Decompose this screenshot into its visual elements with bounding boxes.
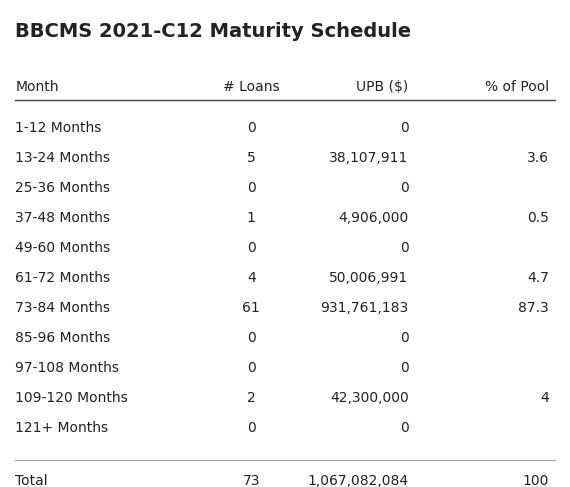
Text: 0: 0 bbox=[247, 361, 256, 375]
Text: 37-48 Months: 37-48 Months bbox=[15, 211, 111, 225]
Text: 42,300,000: 42,300,000 bbox=[330, 391, 409, 405]
Text: 121+ Months: 121+ Months bbox=[15, 421, 108, 435]
Text: 0: 0 bbox=[247, 121, 256, 135]
Text: 1,067,082,084: 1,067,082,084 bbox=[307, 474, 409, 487]
Text: 61-72 Months: 61-72 Months bbox=[15, 271, 111, 285]
Text: 1-12 Months: 1-12 Months bbox=[15, 121, 102, 135]
Text: 0: 0 bbox=[247, 331, 256, 345]
Text: 0: 0 bbox=[247, 421, 256, 435]
Text: 25-36 Months: 25-36 Months bbox=[15, 181, 111, 195]
Text: 13-24 Months: 13-24 Months bbox=[15, 151, 111, 166]
Text: 50,006,991: 50,006,991 bbox=[329, 271, 409, 285]
Text: 931,761,183: 931,761,183 bbox=[320, 301, 409, 315]
Text: Month: Month bbox=[15, 80, 59, 94]
Text: 5: 5 bbox=[247, 151, 256, 166]
Text: 0: 0 bbox=[400, 361, 409, 375]
Text: 0: 0 bbox=[400, 181, 409, 195]
Text: 109-120 Months: 109-120 Months bbox=[15, 391, 128, 405]
Text: 0: 0 bbox=[400, 331, 409, 345]
Text: 2: 2 bbox=[247, 391, 256, 405]
Text: 4: 4 bbox=[247, 271, 256, 285]
Text: 0: 0 bbox=[400, 121, 409, 135]
Text: 3.6: 3.6 bbox=[527, 151, 549, 166]
Text: 4.7: 4.7 bbox=[527, 271, 549, 285]
Text: 85-96 Months: 85-96 Months bbox=[15, 331, 111, 345]
Text: 73: 73 bbox=[243, 474, 260, 487]
Text: 0: 0 bbox=[400, 421, 409, 435]
Text: 100: 100 bbox=[523, 474, 549, 487]
Text: 87.3: 87.3 bbox=[518, 301, 549, 315]
Text: 73-84 Months: 73-84 Months bbox=[15, 301, 111, 315]
Text: UPB ($): UPB ($) bbox=[356, 80, 409, 94]
Text: 38,107,911: 38,107,911 bbox=[329, 151, 409, 166]
Text: 4,906,000: 4,906,000 bbox=[339, 211, 409, 225]
Text: 49-60 Months: 49-60 Months bbox=[15, 241, 111, 255]
Text: 0.5: 0.5 bbox=[527, 211, 549, 225]
Text: 61: 61 bbox=[242, 301, 260, 315]
Text: % of Pool: % of Pool bbox=[485, 80, 549, 94]
Text: BBCMS 2021-C12 Maturity Schedule: BBCMS 2021-C12 Maturity Schedule bbox=[15, 22, 412, 41]
Text: 97-108 Months: 97-108 Months bbox=[15, 361, 119, 375]
Text: 0: 0 bbox=[247, 241, 256, 255]
Text: 4: 4 bbox=[540, 391, 549, 405]
Text: 0: 0 bbox=[400, 241, 409, 255]
Text: Total: Total bbox=[15, 474, 48, 487]
Text: # Loans: # Loans bbox=[223, 80, 280, 94]
Text: 1: 1 bbox=[247, 211, 256, 225]
Text: 0: 0 bbox=[247, 181, 256, 195]
